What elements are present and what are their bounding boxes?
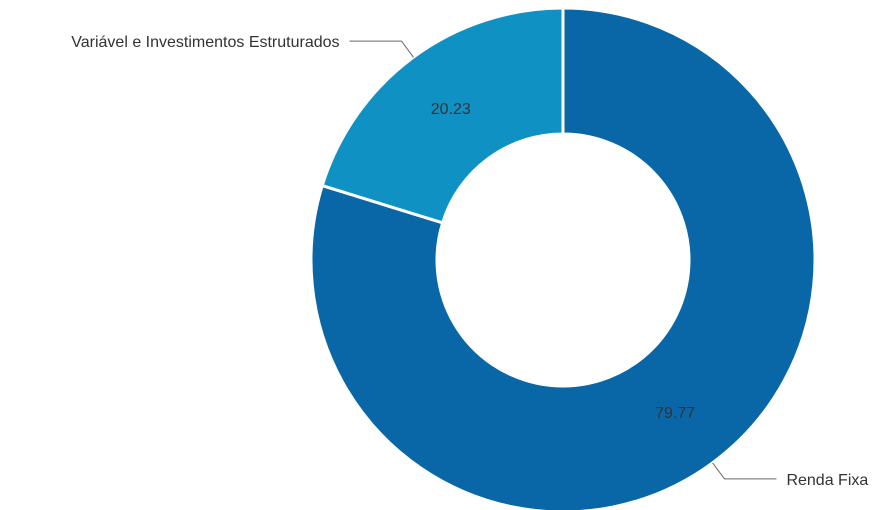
slice-label-variavel: Variável e Investimentos Estruturados bbox=[71, 34, 339, 51]
leader-lines bbox=[349, 40, 777, 480]
leader-line-0 bbox=[712, 462, 777, 480]
leader-line-1 bbox=[349, 40, 414, 58]
donut-slice-0[interactable] bbox=[309, 6, 817, 510]
slice-label-renda-fixa: Renda Fixa bbox=[786, 472, 868, 489]
donut-slices bbox=[309, 6, 817, 510]
slice-value-label-renda-fixa: 79.77 bbox=[655, 405, 695, 422]
slice-value-label-variavel: 20.23 bbox=[431, 101, 471, 118]
donut-slice-1[interactable] bbox=[320, 6, 565, 225]
